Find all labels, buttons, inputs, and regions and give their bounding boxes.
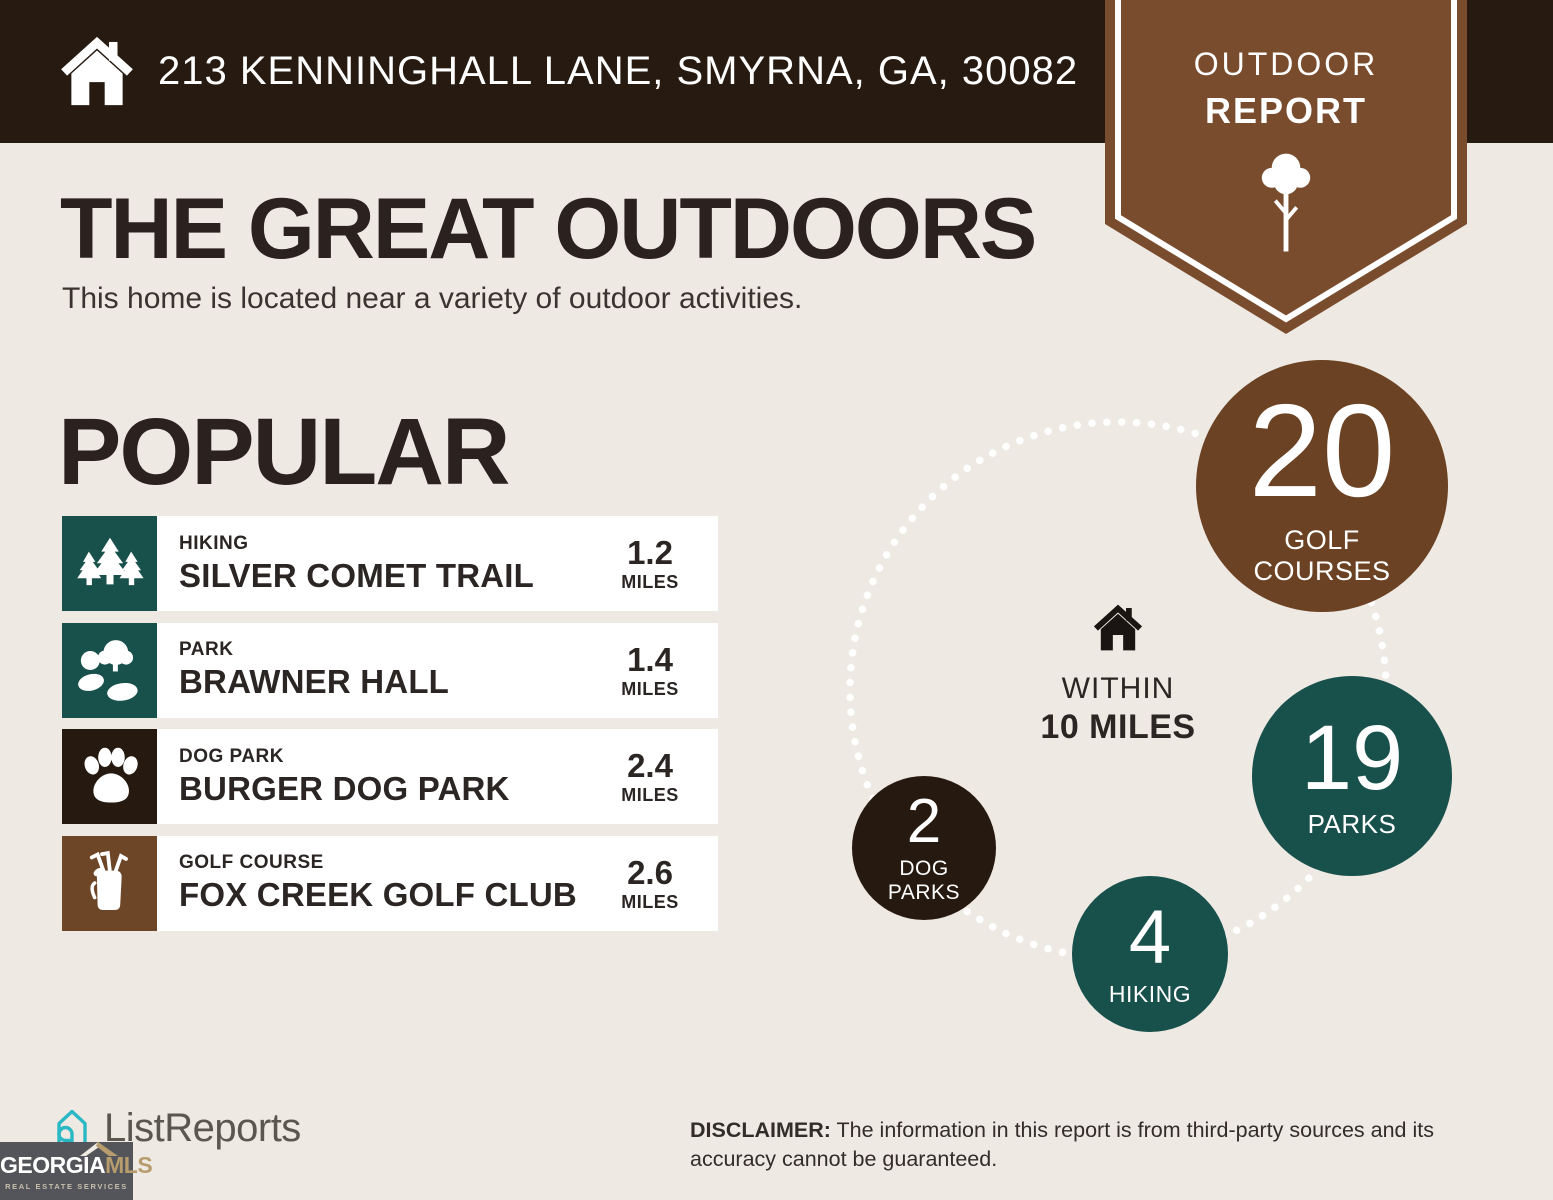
ribbon-title-line2: REPORT [1204,90,1367,131]
parks-count: 19 [1300,707,1404,810]
hiking-count: 4 [1128,895,1172,981]
distance-value: 1.4 [627,640,673,678]
page-subtitle: This home is located near a variety of o… [62,282,803,315]
item-category: HIKING [179,532,249,554]
list-item-dog-park: DOG PARK BURGER DOG PARK 2.4 MILES [62,729,718,824]
item-name: BURGER DOG PARK [179,769,510,807]
dog-parks-count: 2 [906,786,942,856]
disclaimer-text: The information in this report is from t… [690,1118,1434,1172]
tree-icon [1261,153,1311,252]
park-trees-path-icon [62,622,157,718]
item-category: GOLF COURSE [179,852,324,873]
distance-unit: MILES [621,891,679,912]
house-icon [61,36,133,106]
outdoor-report-ribbon: OUTDOOR REPORT [1105,0,1467,345]
distance-value: 2.4 [627,747,673,784]
item-distance: 2.4 MILES [590,729,718,824]
bubble-dog-parks: 2 DOG PARKS [852,776,996,920]
item-text: DOG PARK BURGER DOG PARK [157,729,590,824]
property-address: 213 KENNINGHALL LANE, SMYRNA, GA, 30082 [158,49,1079,93]
distance-unit: MILES [621,785,679,805]
ribbon-title-line1: OUTDOOR [1193,46,1379,82]
ring-center: WITHIN 10 MILES [1028,600,1208,747]
radius-label: 10 MILES [1040,708,1196,746]
golf-courses-count: 20 [1248,376,1396,524]
item-distance: 2.6 MILES [590,835,718,931]
home-icon [1093,604,1143,651]
mls-tagline: REAL ESTATE SERVICES [5,1182,128,1191]
distance-unit: MILES [621,572,679,592]
item-distance: 1.4 MILES [590,622,718,718]
list-item-hiking: HIKING SILVER COMET TRAIL 1.2 MILES [62,516,718,611]
golf-courses-label: GOLF COURSES [1253,524,1391,586]
disclaimer: DISCLAIMER: The information in this repo… [690,1116,1520,1174]
parks-label: PARKS [1307,809,1397,840]
mls-mls-text: MLS [105,1152,153,1178]
mls-georgia-text: GEORGIA [0,1152,106,1178]
distance-value: 2.6 [627,853,673,891]
popular-list: HIKING SILVER COMET TRAIL 1.2 MILES [62,516,718,942]
georgia-mls-logo: GEORGIAMLS REAL ESTATE SERVICES [0,1142,153,1200]
list-item-golf: GOLF COURSE FOX CREEK GOLF CLUB 2.6 MILE… [62,835,718,931]
within-label: WITHIN [1061,672,1175,705]
item-distance: 1.2 MILES [590,516,718,611]
distance-unit: MILES [621,678,679,699]
mls-roof-icon [80,1142,118,1156]
listreports-logo: ListReports [48,1104,301,1152]
pine-trees-icon [62,516,157,611]
bubble-hiking: 4 HIKING [1072,876,1228,1032]
item-name: SILVER COMET TRAIL [179,556,534,594]
dog-parks-label: DOG PARKS [887,856,961,904]
item-name: FOX CREEK GOLF CLUB [179,876,577,913]
listreports-house-icon [57,1109,87,1148]
popular-heading: POPULAR [58,399,510,505]
item-text: GOLF COURSE FOX CREEK GOLF CLUB [157,835,590,931]
golf-bag-icon [62,835,157,931]
paw-icon [62,729,157,824]
bubble-golf-courses: 20 GOLF COURSES [1196,360,1448,612]
hiking-label: HIKING [1108,981,1192,1008]
item-category: DOG PARK [179,745,284,767]
item-text: HIKING SILVER COMET TRAIL [157,516,590,611]
bubble-parks: 19 PARKS [1252,676,1452,876]
page-title: THE GREAT OUTDOORS [60,181,1037,277]
item-category: PARK [179,639,234,660]
listreports-wordmark: ListReports [104,1105,301,1150]
item-name: BRAWNER HALL [179,663,450,700]
disclaimer-label: DISCLAIMER: [690,1118,831,1142]
item-text: PARK BRAWNER HALL [157,622,590,718]
mls-wordmark: GEORGIAMLS [0,1152,153,1179]
distance-value: 1.2 [627,534,673,571]
list-item-park: PARK BRAWNER HALL 1.4 MILES [62,622,718,718]
